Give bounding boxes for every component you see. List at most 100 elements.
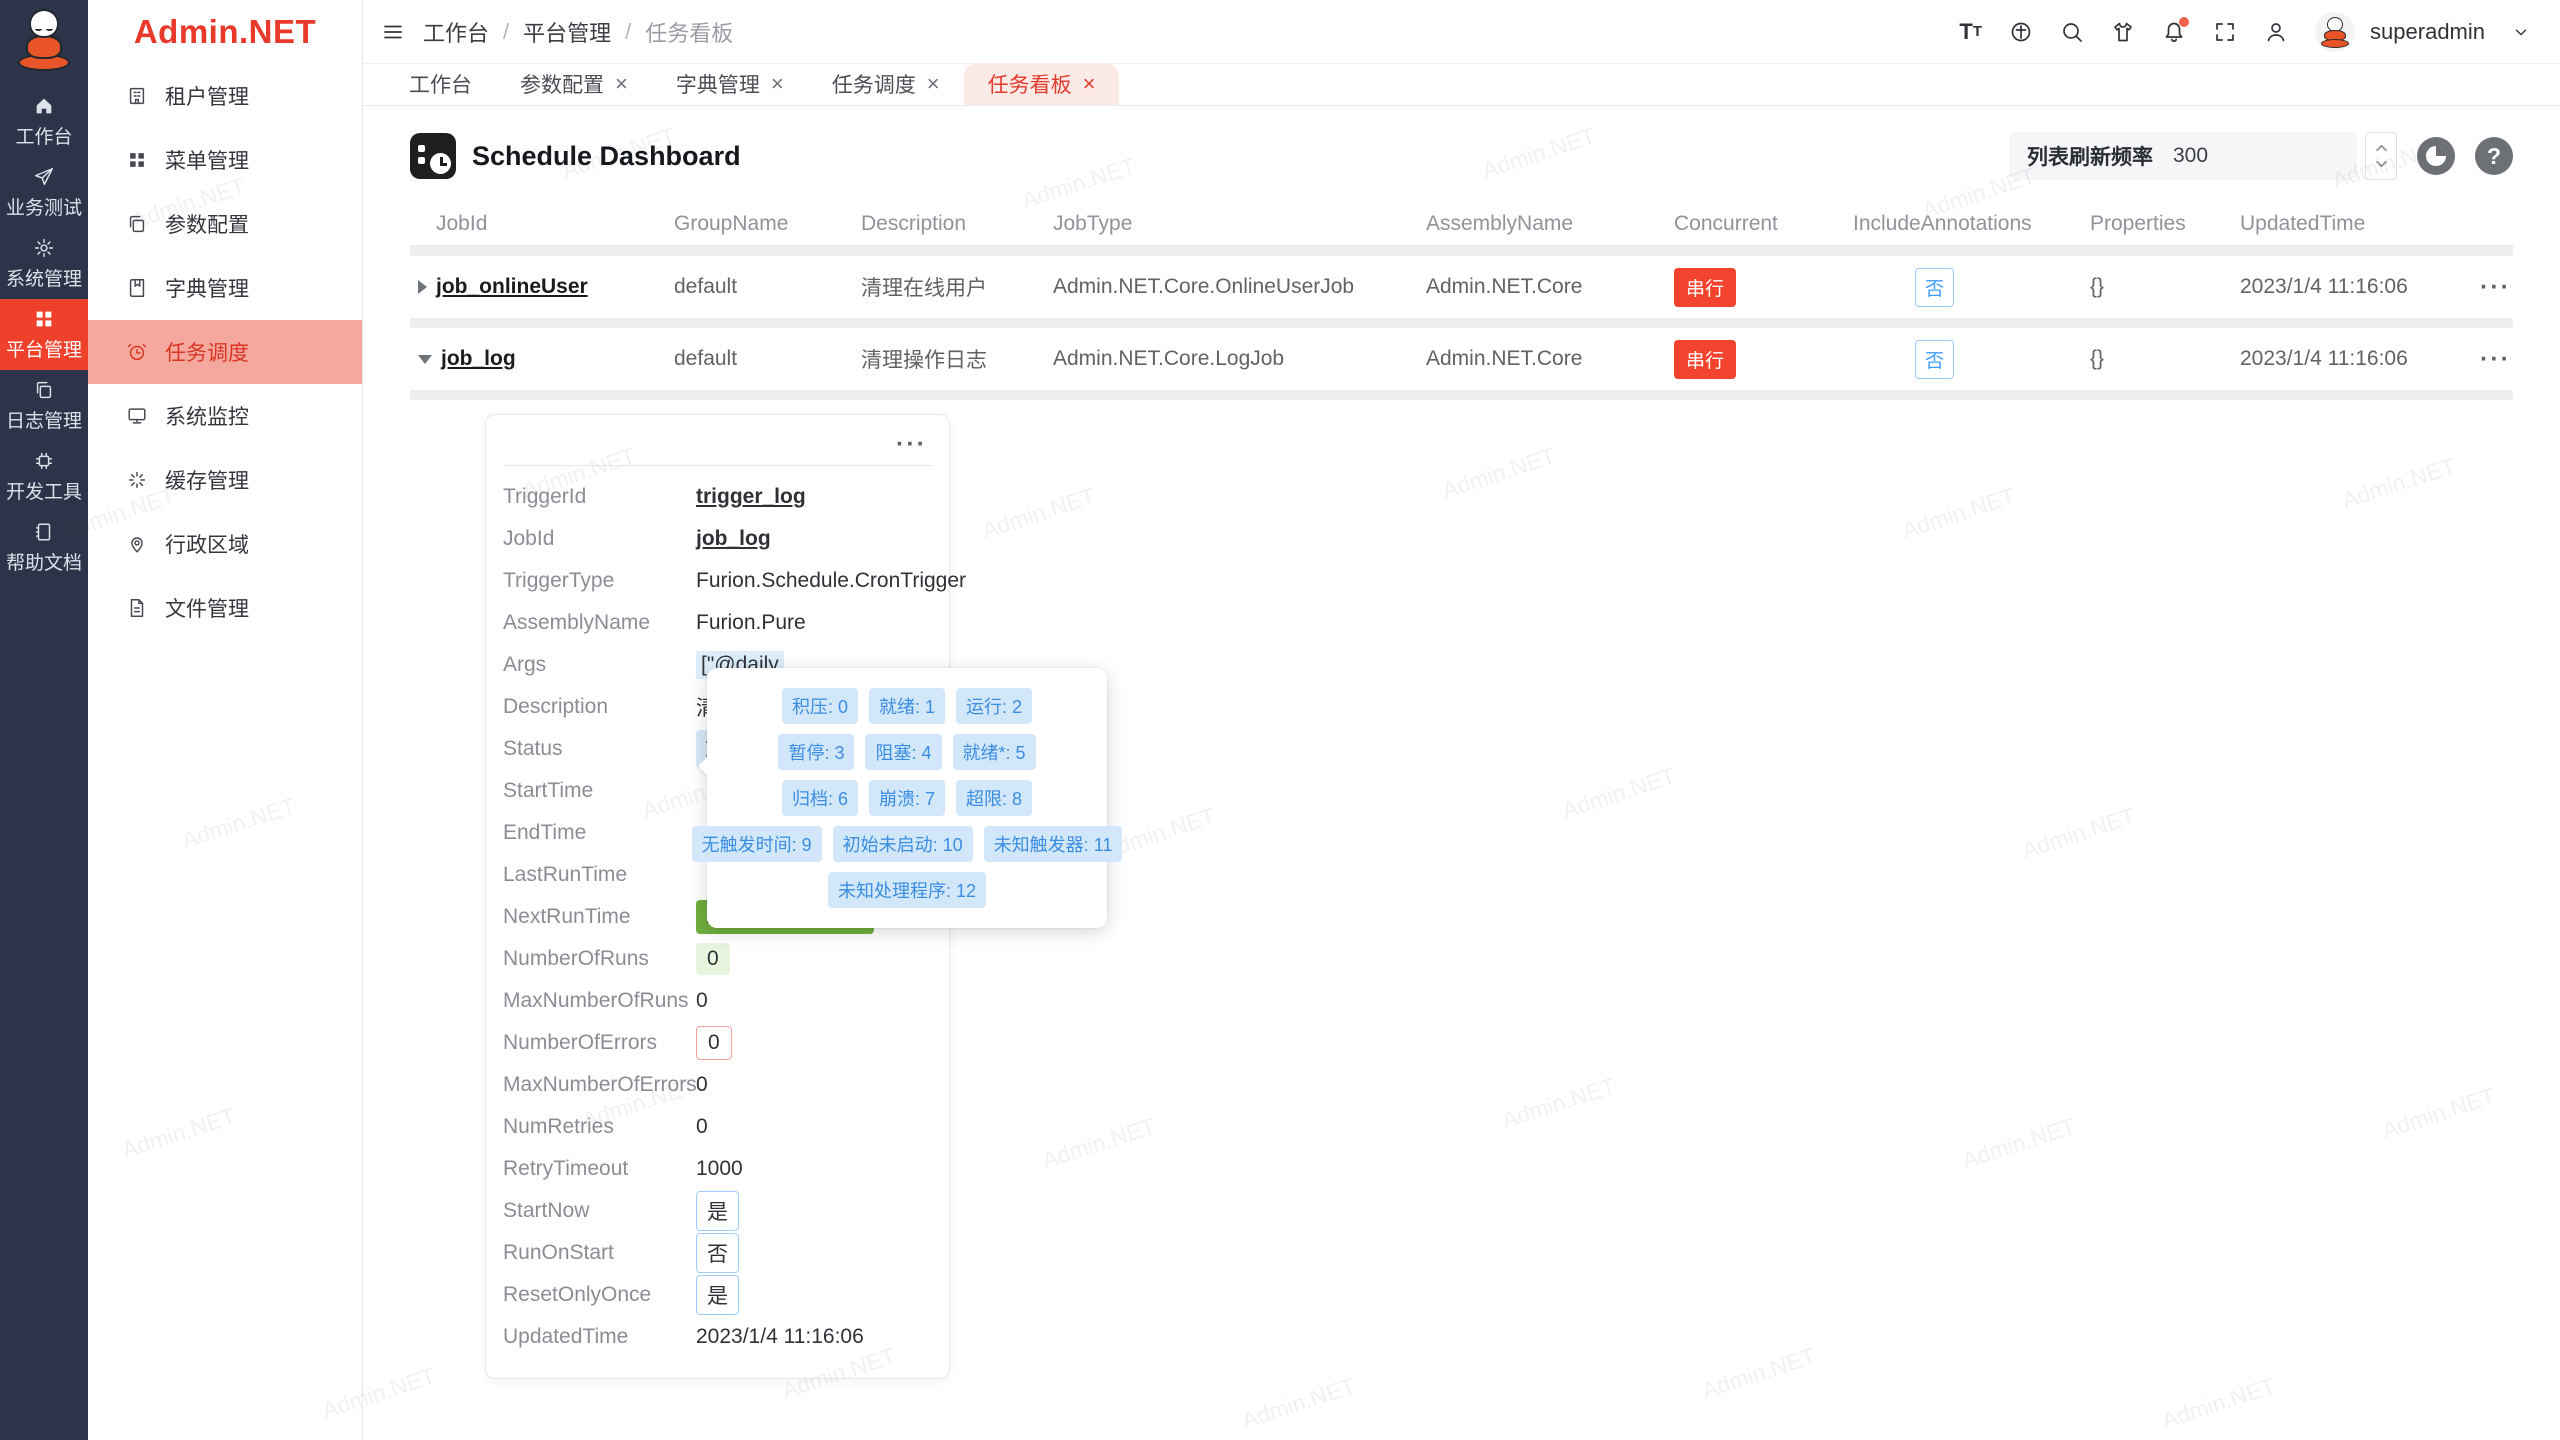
row-separator [410, 390, 2513, 400]
rail-item-help-docs[interactable]: 帮助文档 [0, 512, 88, 583]
field-label: ResetOnlyOnce [503, 1283, 652, 1306]
status-legend-badge: 就绪*: 5 [952, 734, 1036, 770]
notification-badge [2179, 16, 2190, 27]
fullscreen-icon[interactable] [2213, 20, 2237, 44]
menu-item-param-config[interactable]: 参数配置 [88, 192, 362, 256]
breadcrumb-item[interactable]: 平台管理 [523, 20, 612, 46]
menu-item-menu-mgmt[interactable]: 菜单管理 [88, 128, 362, 192]
field-value: Furion.Pure [696, 611, 806, 634]
field-label: Args [503, 653, 547, 676]
menu-item-cache-mgmt[interactable]: 缓存管理 [88, 448, 362, 512]
search-icon[interactable] [2060, 20, 2084, 44]
tab-label: 任务调度 [831, 74, 916, 97]
tab-dict-mgmt[interactable]: 字典管理 × [652, 63, 808, 105]
cell-group: default [674, 275, 738, 298]
menu-item-dict-mgmt[interactable]: 字典管理 [88, 256, 362, 320]
refresh-rate-input[interactable]: 列表刷新频率 300 [2009, 132, 2357, 180]
menu-item-task-schedule[interactable]: 任务调度 [88, 320, 362, 384]
row-actions-icon[interactable]: ··· [2480, 344, 2511, 373]
tab-task-schedule[interactable]: 任务调度 × [808, 63, 964, 105]
rail-item-dev-tools[interactable]: 开发工具 [0, 441, 88, 512]
schedule-calendar-icon [410, 133, 456, 179]
field-label: MaxNumberOfErrors [503, 1073, 697, 1096]
row-actions-icon[interactable]: ··· [2480, 272, 2511, 301]
tab-label: 参数配置 [520, 74, 604, 97]
rail-item-business-test[interactable]: 业务测试 [0, 157, 88, 228]
field-label: NumberOfErrors [503, 1031, 658, 1054]
step-up-icon[interactable] [2375, 144, 2388, 152]
divider [503, 465, 933, 466]
user-avatar[interactable] [2315, 11, 2356, 52]
cell-jobtype: Admin.NET.Core.LogJob [1053, 347, 1285, 370]
alarm-clock-icon [128, 343, 146, 361]
number-stepper[interactable] [2365, 132, 2397, 180]
rail-item-workbench[interactable]: 工作台 [0, 86, 88, 157]
field-label: UpdatedTime [503, 1325, 629, 1348]
tab-param-config[interactable]: 参数配置 × [496, 63, 652, 105]
menu-item-label: 行政区域 [165, 534, 249, 557]
field-value: 2023/1/4 11:16:06 [696, 1325, 864, 1348]
notebook-icon [35, 523, 51, 541]
close-icon[interactable]: × [615, 71, 628, 96]
job-id-link[interactable]: job_log [441, 347, 516, 370]
rail-item-label: 平台管理 [5, 340, 82, 361]
notification-bell-icon[interactable] [2162, 16, 2190, 44]
column-header: AssemblyName [1426, 211, 1574, 235]
username-label[interactable]: superadmin [2370, 18, 2485, 44]
number-of-errors-badge: 0 [696, 1026, 732, 1060]
column-header: JobId [436, 211, 488, 235]
step-down-icon[interactable] [2375, 160, 2388, 168]
trigger-id-link[interactable]: trigger_log [696, 485, 806, 508]
font-size-glyph: T [1959, 18, 1973, 44]
theme-tshirt-icon[interactable] [2111, 20, 2135, 44]
close-icon[interactable]: × [926, 71, 940, 96]
breadcrumb: 工作台 / 平台管理 / 任务看板 [423, 16, 733, 48]
cell-properties: {} [2090, 275, 2105, 298]
paper-plane-icon [35, 168, 53, 186]
status-legend-badge: 积压: 0 [781, 688, 858, 724]
field-label: MaxNumberOfRuns [503, 989, 689, 1012]
timer-icon[interactable] [2417, 137, 2455, 175]
menu-item-system-monitor[interactable]: 系统监控 [88, 384, 362, 448]
refresh-rate-value: 300 [2173, 144, 2209, 167]
include-annotations-badge: 否 [1915, 267, 1955, 307]
close-icon[interactable]: × [770, 71, 784, 96]
grid-icon [130, 153, 144, 167]
app-logo[interactable] [15, 0, 73, 86]
job-id-link[interactable]: job_onlineUser [436, 275, 588, 298]
rail-item-log-mgmt[interactable]: 日志管理 [0, 370, 88, 441]
tab-task-dashboard[interactable]: 任务看板 × [963, 63, 1120, 105]
status-legend-badge: 超限: 8 [956, 780, 1033, 816]
menu-item-tenant-mgmt[interactable]: 租户管理 [88, 64, 362, 128]
status-legend-tooltip: 积压: 0 就绪: 1 运行: 2 暂停: 3 阻塞: 4 就绪*: 5 归档:… [691, 668, 1123, 928]
rail-item-label: 系统管理 [5, 269, 82, 290]
menu-item-admin-region[interactable]: 行政区域 [88, 512, 362, 576]
profile-person-icon[interactable] [2264, 20, 2288, 44]
collapse-row-icon[interactable] [418, 354, 432, 364]
job-id-link[interactable]: job_log [696, 527, 771, 550]
tab-label: 工作台 [409, 74, 472, 97]
page-content: Schedule Dashboard 列表刷新频率 300 ? J [363, 106, 2560, 1440]
page-header-controls: 列表刷新频率 300 ? [2009, 132, 2513, 180]
menu-item-label: 字典管理 [165, 278, 249, 301]
card-actions-icon[interactable]: ··· [896, 430, 927, 458]
tab-label: 字典管理 [675, 74, 760, 97]
field-label: EndTime [503, 821, 587, 844]
rail-item-system-mgmt[interactable]: 系统管理 [0, 228, 88, 299]
menu-item-file-mgmt[interactable]: 文件管理 [88, 576, 362, 640]
rail-item-platform-mgmt[interactable]: 平台管理 [0, 299, 88, 370]
language-icon[interactable] [2009, 20, 2033, 44]
help-icon[interactable]: ? [2475, 137, 2513, 175]
breadcrumb-item[interactable]: 工作台 [423, 20, 490, 46]
collapse-menu-icon[interactable] [381, 20, 405, 44]
expand-row-icon[interactable] [418, 280, 427, 294]
close-icon[interactable]: × [1082, 71, 1096, 96]
row-separator [410, 246, 2513, 256]
field-value: 1000 [696, 1157, 743, 1180]
tab-workbench[interactable]: 工作台 [385, 63, 496, 105]
status-legend-badge: 未知处理程序: 12 [827, 872, 987, 908]
field-value: 0 [696, 1073, 708, 1096]
chevron-down-icon[interactable] [2512, 23, 2530, 41]
